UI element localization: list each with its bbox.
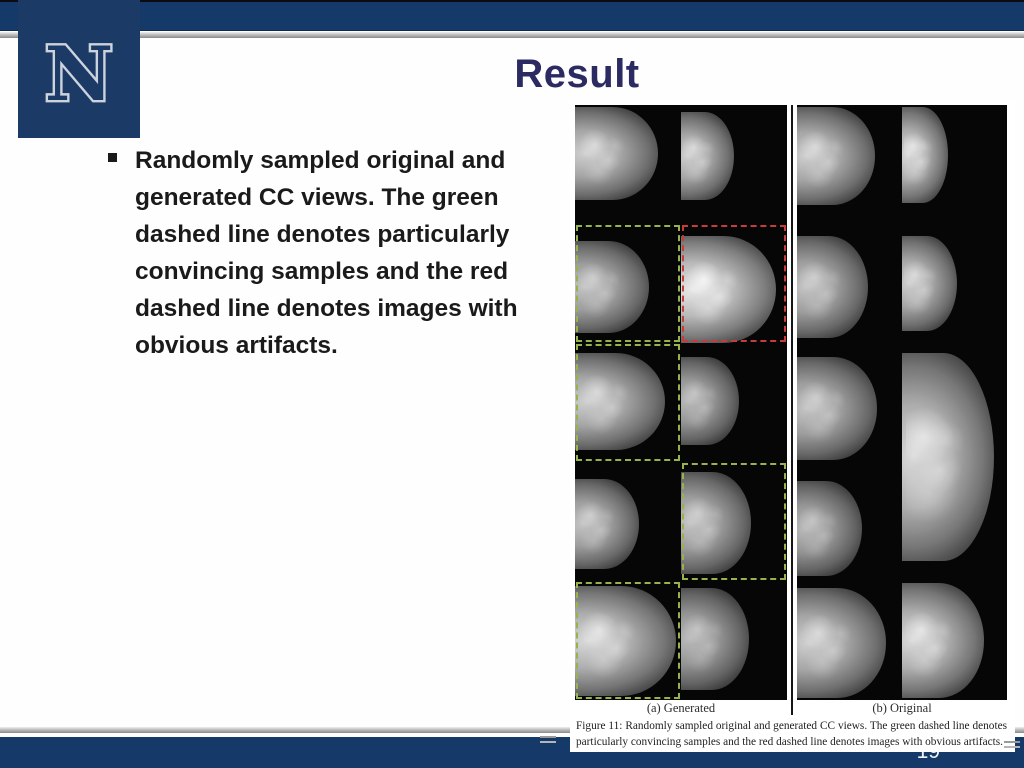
mammogram-image — [575, 478, 639, 570]
red-dashed-box — [682, 225, 786, 342]
panel-divider — [787, 105, 797, 715]
figure-sublabels: (a) Generated (b) Original — [575, 701, 1007, 717]
mammogram-image — [902, 107, 949, 203]
mammogram-cell — [575, 462, 681, 581]
svg-text:N: N — [45, 30, 113, 118]
mammogram-cell — [681, 224, 787, 343]
mammogram-image — [575, 585, 676, 697]
bullet-line: dashed line denotes images with — [135, 295, 518, 322]
mammogram-cell — [902, 105, 1007, 224]
bullet-text: Randomly sampled original and generated … — [135, 142, 518, 364]
mammogram-cell — [681, 581, 787, 700]
footer-edge-mark-left — [540, 736, 556, 743]
footer-divider-line — [0, 727, 1024, 733]
mammogram-cell — [575, 581, 681, 700]
bullet-marker-icon — [108, 153, 117, 162]
header-bar — [0, 2, 1024, 31]
mammogram-image — [575, 107, 658, 201]
mammogram-cell — [902, 343, 1007, 561]
figure-11: (a) Generated (b) Original Figure 11: Ra… — [570, 100, 1015, 752]
mammogram-image — [681, 357, 740, 446]
bullet-line: convincing samples and the red — [135, 258, 509, 285]
label-generated: (a) Generated — [646, 701, 716, 715]
mammogram-cell — [797, 462, 902, 581]
mammogram-image — [902, 583, 984, 698]
mammogram-cell — [575, 224, 681, 343]
green-dashed-box — [576, 582, 680, 699]
figure-panels — [575, 105, 1007, 715]
mammogram-cell — [681, 343, 787, 462]
mammogram-image — [797, 235, 869, 339]
mammogram-cell — [902, 581, 1007, 700]
university-logo: N — [18, 0, 140, 138]
label-original: (b) Original — [872, 701, 932, 715]
mammogram-image — [797, 107, 875, 205]
mammogram-image — [681, 471, 751, 574]
header-divider-line — [0, 32, 1024, 38]
mammogram-cell — [681, 462, 787, 581]
mammogram-image — [681, 112, 734, 201]
mammogram-cell — [681, 105, 787, 224]
panel-generated — [575, 105, 787, 700]
bullet-line: generated CC views. The green — [135, 184, 499, 211]
green-dashed-box — [576, 344, 680, 461]
mammogram-image — [797, 481, 863, 577]
page-title: Result — [514, 52, 640, 96]
mammogram-image — [575, 352, 666, 451]
mammogram-cell — [575, 105, 681, 224]
figure-caption: Figure 11: Randomly sampled original and… — [576, 720, 1007, 748]
bullet-line: dashed line denotes particularly — [135, 221, 510, 248]
mammogram-cell — [575, 343, 681, 462]
panel-original — [797, 105, 1007, 700]
mammogram-image — [797, 588, 887, 698]
green-dashed-box — [576, 225, 680, 342]
panel-divider-line — [791, 105, 793, 715]
mammogram-cell — [797, 224, 902, 343]
bullet-line: Randomly sampled original and — [135, 147, 506, 174]
mammogram-cell — [902, 224, 1007, 343]
mammogram-image — [681, 588, 749, 691]
mammogram-image — [681, 235, 777, 343]
mammogram-image — [575, 240, 650, 334]
green-dashed-box — [682, 463, 786, 580]
bullet-line: obvious artifacts. — [135, 332, 338, 359]
mammogram-cell — [797, 343, 902, 462]
mammogram-image — [902, 352, 995, 561]
bullet-item: Randomly sampled original and generated … — [108, 142, 568, 364]
top-edge-line — [0, 0, 1024, 2]
nevada-n-icon: N — [42, 27, 115, 120]
mammogram-image — [902, 235, 957, 332]
footer-edge-mark-right — [1004, 741, 1020, 748]
mammogram-image — [797, 357, 877, 460]
mammogram-cell — [797, 105, 902, 224]
mammogram-cell — [797, 581, 902, 700]
